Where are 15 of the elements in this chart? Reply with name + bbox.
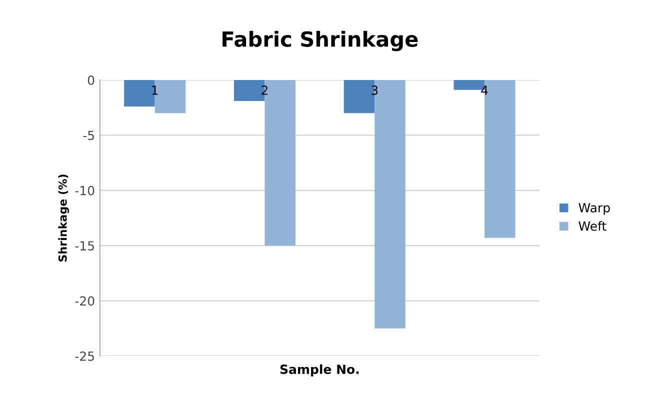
legend-label: Weft — [578, 221, 606, 231]
x-tick-label: 2 — [262, 85, 268, 95]
x-tick-label: 1 — [152, 86, 158, 95]
x-tick-label: 4 — [481, 86, 488, 95]
y-tick-label: -15 — [75, 241, 94, 251]
y-tick-label: -5 — [83, 130, 94, 140]
y-tick-label: 0 — [88, 75, 94, 85]
y-tick-label: -20 — [75, 296, 94, 306]
y-tick-label: -25 — [75, 351, 94, 361]
y-tick-label: -10 — [75, 186, 94, 196]
y-axis-title: Shrinkage (%) — [58, 174, 70, 262]
legend-label: Warp — [578, 203, 610, 215]
x-tick-label: 3 — [372, 85, 378, 95]
chart-title: Fabric Shrinkage — [222, 30, 418, 52]
x-axis-title: Sample No. — [280, 364, 359, 376]
